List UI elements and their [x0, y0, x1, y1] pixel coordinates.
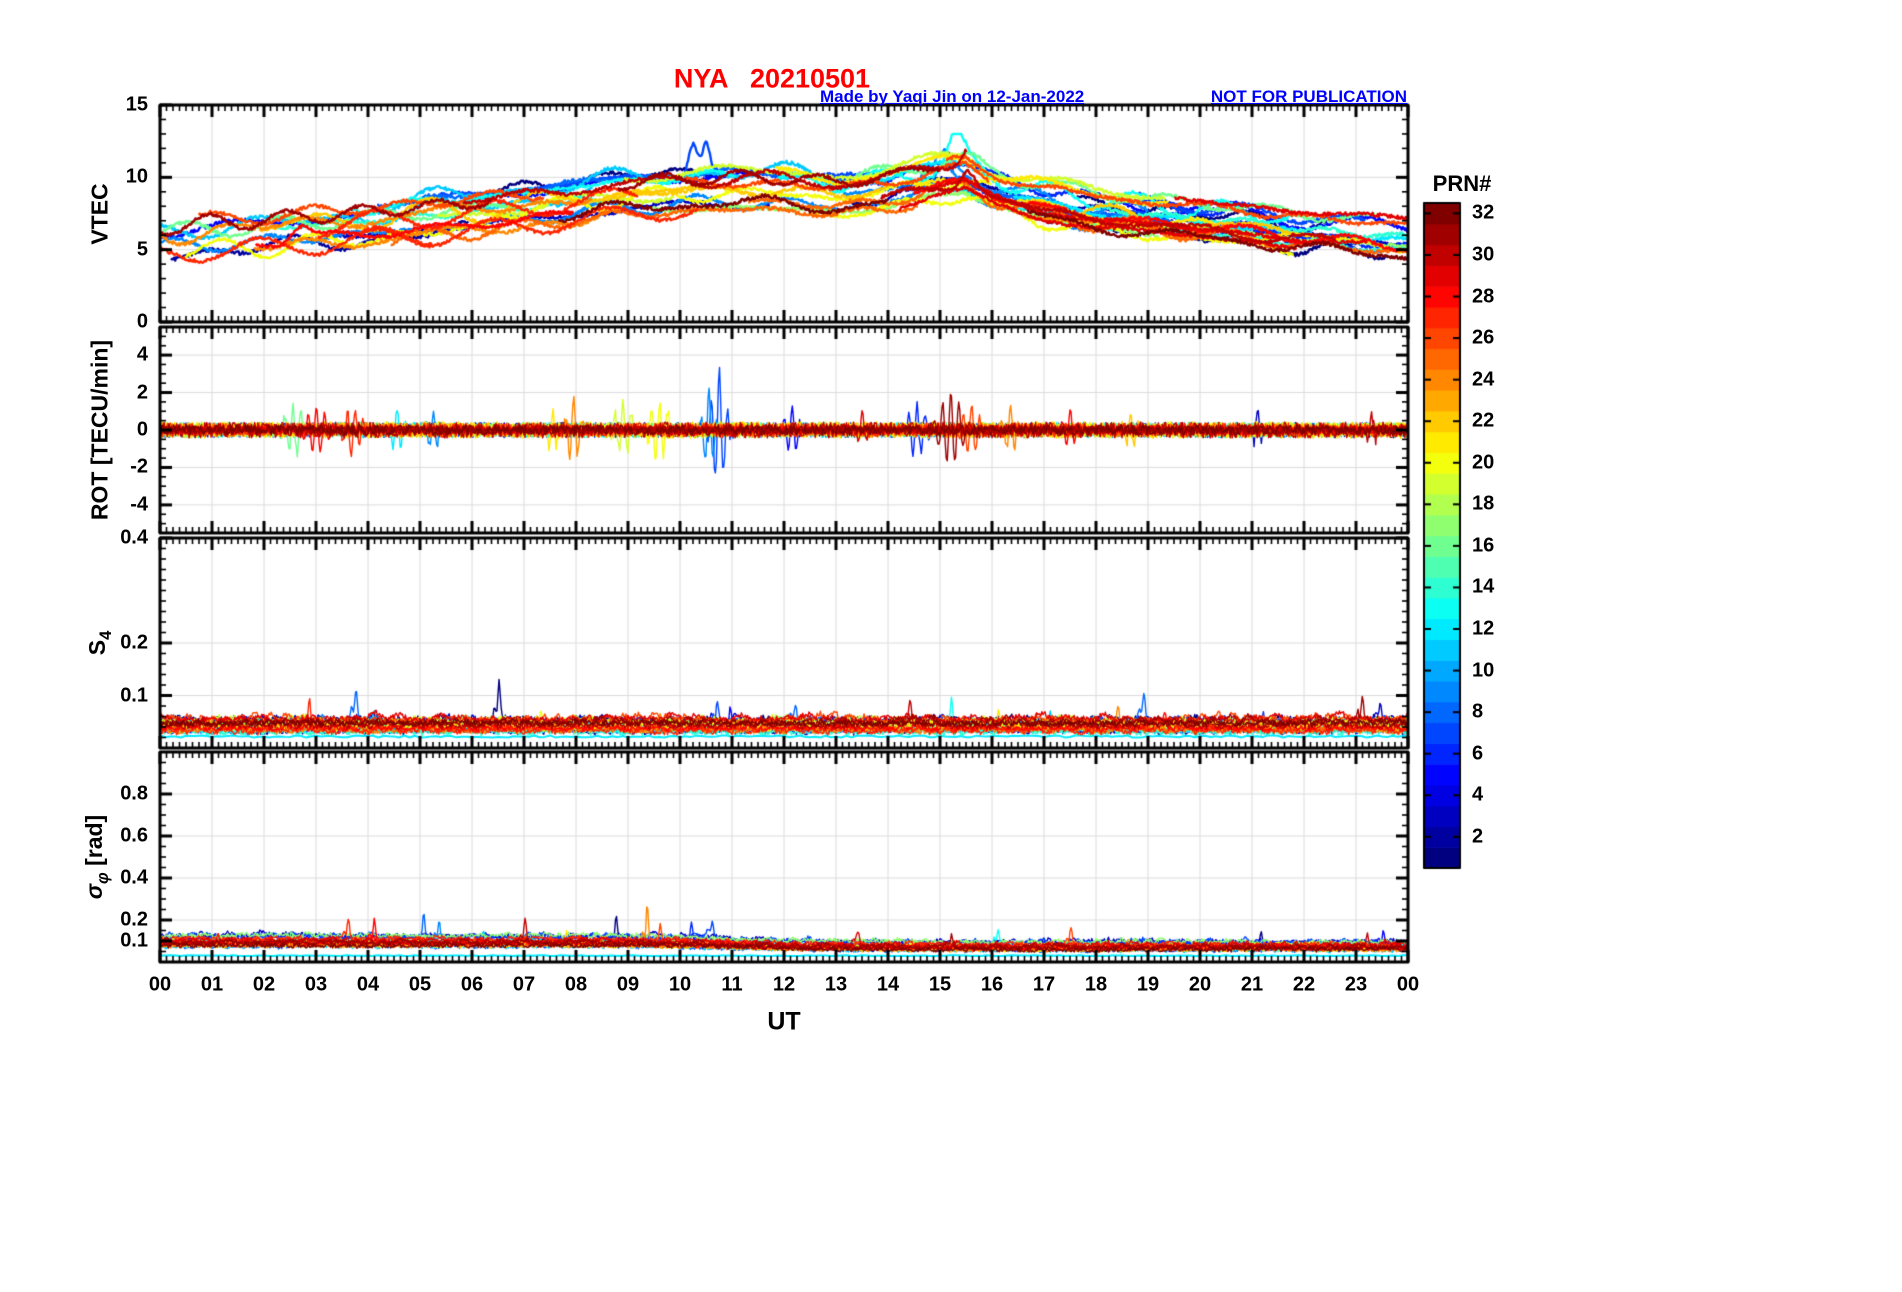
x-tick-label: 10 — [668, 973, 692, 996]
colorbar-tick-label: 32 — [1472, 201, 1495, 224]
y-tick-label: 2 — [136, 381, 148, 404]
y-tick-label: 0.4 — [120, 526, 148, 549]
y-tick-label: 0.1 — [120, 929, 148, 952]
y-tick-label: 5 — [136, 238, 148, 261]
x-tick-label: 07 — [512, 973, 536, 996]
y-axis-label-rot: ROT [TECU/min] — [86, 339, 113, 521]
colorbar-tick-label: 12 — [1472, 617, 1495, 640]
x-tick-label: 17 — [1032, 973, 1056, 996]
x-tick-label: 23 — [1344, 973, 1368, 996]
figure-title: NYA 20210501 — [673, 63, 871, 94]
x-tick-label: 01 — [200, 973, 224, 996]
colorbar-tick-label: 28 — [1472, 285, 1495, 308]
colorbar-tick-label: 10 — [1472, 659, 1495, 682]
y-tick-label: 4 — [136, 343, 148, 366]
colorbar-tick-label: 26 — [1472, 326, 1495, 349]
colorbar-tick-label: 8 — [1472, 700, 1484, 723]
x-axis-label: UT — [767, 1007, 801, 1036]
x-tick-label: 21 — [1240, 973, 1264, 996]
y-axis-label-s4: S4 — [84, 630, 115, 656]
x-tick-label: 14 — [876, 973, 900, 996]
y-tick-label: 0.6 — [120, 824, 148, 847]
y-tick-label: 0.4 — [120, 866, 148, 889]
x-tick-label: 13 — [824, 973, 848, 996]
x-tick-label: 05 — [408, 973, 432, 996]
x-tick-label: 00 — [148, 973, 172, 996]
y-tick-label: -4 — [130, 493, 148, 516]
watermark-text: NOT FOR PUBLICATION — [1210, 87, 1407, 106]
colorbar-tick-label: 14 — [1472, 575, 1495, 598]
y-axis-label-vtec: VTEC — [86, 183, 113, 245]
x-tick-label: 20 — [1188, 973, 1212, 996]
y-tick-label: 10 — [125, 165, 148, 188]
x-tick-label: 19 — [1136, 973, 1160, 996]
x-tick-label: 16 — [980, 973, 1004, 996]
colorbar-tick-label: 16 — [1472, 534, 1495, 557]
y-tick-label: 0 — [136, 418, 148, 441]
y-tick-label: -2 — [130, 455, 148, 478]
colorbar-label: PRN# — [1432, 171, 1492, 196]
x-tick-label: 02 — [252, 973, 276, 996]
x-tick-label: 00 — [1396, 973, 1420, 996]
x-tick-label: 03 — [304, 973, 328, 996]
colorbar-tick-label: 22 — [1472, 409, 1495, 432]
colorbar-tick-label: 18 — [1472, 492, 1495, 515]
x-tick-label: 11 — [721, 973, 743, 996]
colorbar-tick-label: 4 — [1472, 783, 1484, 806]
x-tick-label: 18 — [1084, 973, 1108, 996]
colorbar-tick-label: 2 — [1472, 825, 1484, 848]
y-tick-label: 0.2 — [120, 908, 148, 931]
y-tick-label: 0.1 — [120, 684, 148, 706]
y-tick-label: 0.8 — [120, 782, 148, 805]
colorbar-tick-label: 20 — [1472, 451, 1495, 474]
x-tick-label: 22 — [1292, 973, 1316, 996]
y-tick-label: 0 — [136, 310, 148, 333]
colorbar-tick-label: 6 — [1472, 742, 1484, 765]
credit-text: Made by Yaqi Jin on 12-Jan-2022 — [820, 87, 1085, 106]
x-tick-label: 06 — [460, 973, 484, 996]
y-axis-label-sigma-phi: σφ [rad] — [81, 814, 112, 900]
colorbar-tick-label: 30 — [1472, 243, 1495, 266]
x-tick-label: 08 — [564, 973, 588, 996]
x-tick-label: 04 — [356, 973, 380, 996]
y-tick-label: 15 — [125, 93, 148, 116]
x-tick-label: 09 — [616, 973, 640, 996]
x-tick-label: 15 — [928, 973, 952, 996]
y-tick-label: 0.2 — [120, 631, 148, 654]
x-tick-label: 12 — [772, 973, 796, 996]
colorbar-tick-label: 24 — [1472, 368, 1495, 391]
